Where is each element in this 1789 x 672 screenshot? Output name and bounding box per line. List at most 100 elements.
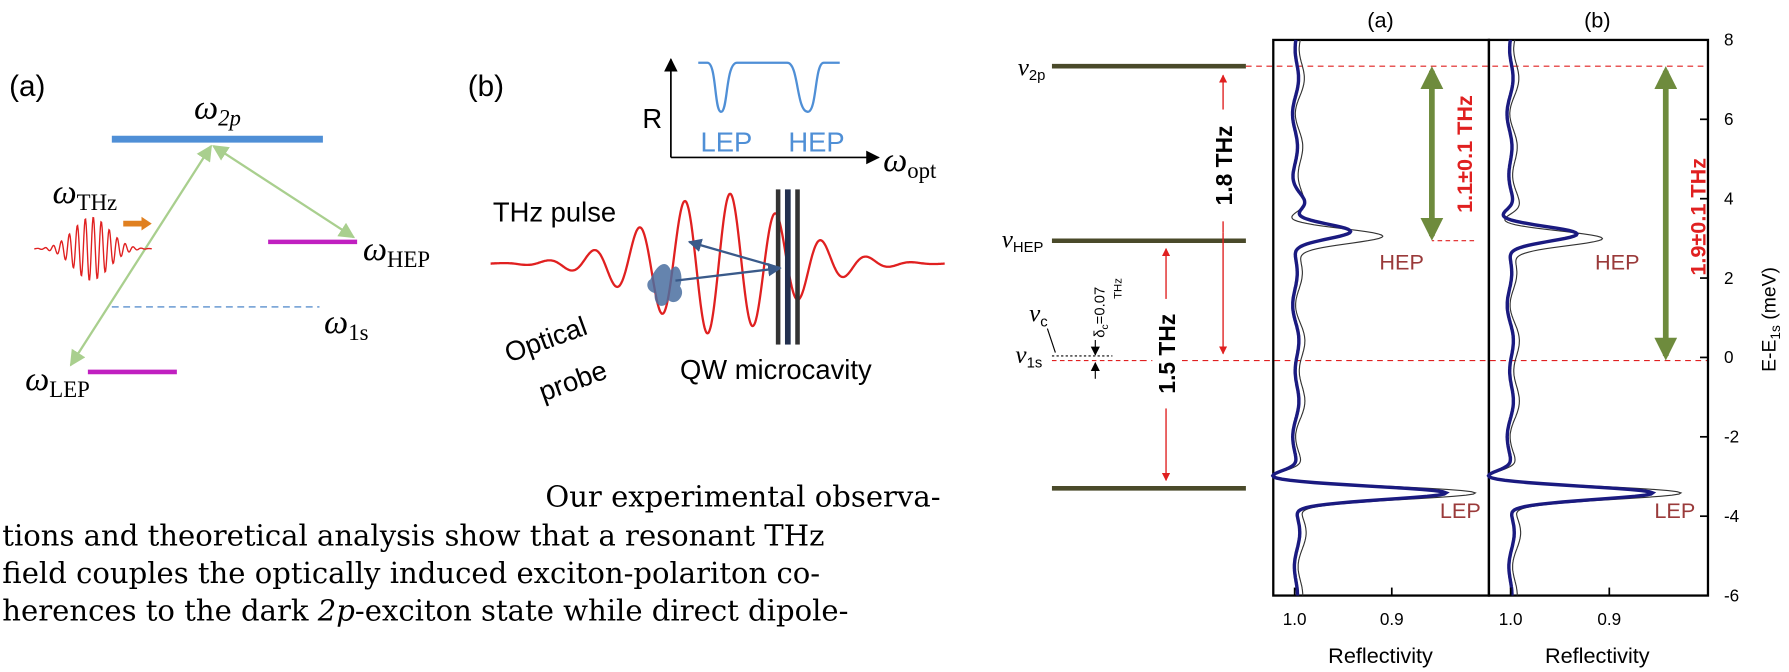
- subscript: 2p: [1029, 68, 1046, 84]
- text-run: herences to the dark: [2, 594, 317, 628]
- label-base: E-E: [1758, 340, 1780, 372]
- symbol: ω: [25, 361, 49, 398]
- panel-label: (a): [9, 70, 45, 103]
- symbol: δ: [1092, 329, 1108, 337]
- peak-label: HEP: [1379, 249, 1424, 274]
- gap-label: 1.8 THz: [1211, 126, 1237, 206]
- text-run: 2p: [317, 594, 355, 628]
- subscript: 1s: [1027, 355, 1043, 371]
- y-tick-label: -6: [1724, 586, 1739, 605]
- optical-probe: [647, 264, 683, 306]
- reflectivity-plots: (a) (b) HEP LEP HEP LEP 1.1±0.1 THz 1.9±…: [1270, 7, 1783, 668]
- transition-arrow: [69, 144, 213, 367]
- x-axis-label: Reflectivity: [1328, 643, 1433, 668]
- label-unit: (meV): [1758, 267, 1780, 325]
- symbol: ω: [363, 231, 387, 268]
- symbol: ω: [324, 304, 348, 341]
- symbol: ν: [1015, 342, 1027, 369]
- plot-frame: [1487, 38, 1710, 597]
- spectrum: [1486, 39, 1657, 596]
- text-run: -exciton state while direct dipole-: [355, 594, 849, 628]
- y-tick-label: 6: [1724, 110, 1734, 129]
- x-tick-label: 1.0: [1283, 610, 1307, 629]
- splitting-label: 1.1±0.1 THz: [1452, 95, 1477, 213]
- symbol: ν: [1002, 227, 1014, 254]
- panel-a: (a) ω2p ωTHz ωHEP ω1s ωLEP: [9, 70, 430, 402]
- state-label: ω2p: [194, 90, 241, 131]
- subscript: 1s: [348, 320, 368, 345]
- axis-label: R: [642, 103, 662, 134]
- plot-label: (a): [1367, 7, 1393, 32]
- peak-label: LEP: [1440, 498, 1481, 523]
- splitting-label: 1.9±0.1 THz: [1686, 158, 1711, 276]
- spectrum: [1270, 39, 1450, 596]
- reflection-sketch: [698, 61, 840, 113]
- panel-label: (b): [468, 70, 504, 103]
- state-label: ωHEP: [363, 231, 430, 272]
- delta-unit: THz: [1113, 278, 1125, 299]
- level-label: ν2p: [1018, 54, 1046, 84]
- subscript: opt: [907, 158, 937, 183]
- y-tick-label: 8: [1724, 31, 1734, 50]
- x-tick-label: 0.9: [1380, 610, 1404, 629]
- peak-label: LEP: [1654, 498, 1695, 523]
- label-bg: [1209, 109, 1237, 222]
- dip-label: LEP: [701, 127, 753, 158]
- symbol: ω: [883, 142, 907, 179]
- y-tick-label: 0: [1724, 348, 1734, 367]
- thz-arrowhead: [141, 216, 152, 231]
- symbol: ν: [1029, 301, 1041, 328]
- label-bg: [1152, 298, 1180, 409]
- probe-arrow: [675, 262, 782, 282]
- subscript: HEP: [387, 247, 430, 272]
- subscript: HEP: [1013, 240, 1044, 256]
- probe-label: probe: [535, 354, 611, 407]
- subscript: LEP: [49, 377, 90, 402]
- y-tick-label: 2: [1724, 269, 1734, 288]
- y-tick-label: -4: [1724, 507, 1740, 526]
- state-label: ω1s: [324, 304, 369, 345]
- level-label: ν1s: [1015, 342, 1042, 372]
- x-tick-label: 1.0: [1499, 610, 1523, 629]
- x-tick-label: 0.9: [1597, 610, 1621, 629]
- panel-b: (b) R LEP HEP ωopt THz pulse Optical pro…: [468, 57, 945, 407]
- y-tick-label: -2: [1724, 428, 1739, 447]
- subscript: THz: [77, 190, 118, 215]
- symbol: ν: [1018, 54, 1030, 81]
- delta-label: δc=0.07: [1092, 287, 1110, 338]
- gap-label: 1.5 THz: [1154, 314, 1180, 394]
- symbol: ω: [53, 174, 77, 211]
- pointer: [1046, 328, 1056, 353]
- pulse-label: THz pulse: [493, 196, 616, 227]
- text-line: field couples the optically induced exci…: [2, 556, 820, 590]
- peak-label: HEP: [1595, 249, 1640, 274]
- level-label: νHEP: [1002, 227, 1044, 257]
- dip-label: HEP: [788, 127, 844, 158]
- level-label: νc: [1029, 301, 1048, 331]
- level-diagram: ν2p νHEP νc ν1s δc=0.07 THz 1.8 THz 1.5 …: [1002, 54, 1708, 491]
- probe-arrow: [687, 238, 781, 270]
- thz-pulse: [34, 216, 152, 281]
- cavity-layer: [784, 189, 791, 345]
- body-text: Our experimental observa- tions and theo…: [2, 480, 940, 628]
- y-tick-label: 4: [1724, 189, 1734, 208]
- x-axis-label: Reflectivity: [1545, 643, 1650, 668]
- subscript: c: [1100, 324, 1111, 329]
- subscript: c: [1040, 314, 1048, 330]
- subscript: 1s: [1768, 325, 1783, 340]
- subscript: 2p: [218, 106, 241, 131]
- state-label: ωLEP: [25, 361, 90, 402]
- value: =0.07: [1092, 287, 1108, 325]
- state-label: ωTHz: [53, 174, 118, 215]
- axis-label: ωopt: [883, 142, 937, 183]
- symbol: ω: [194, 90, 218, 127]
- cavity-label: QW microcavity: [680, 354, 872, 385]
- transition-arrow: [212, 145, 356, 239]
- probe-label: Optical: [500, 310, 591, 368]
- spectrum-reference: [1488, 39, 1683, 596]
- text-line: Our experimental observa-: [545, 480, 940, 514]
- text-line: tions and theoretical analysis show that…: [2, 518, 824, 552]
- plot-label: (b): [1584, 7, 1610, 32]
